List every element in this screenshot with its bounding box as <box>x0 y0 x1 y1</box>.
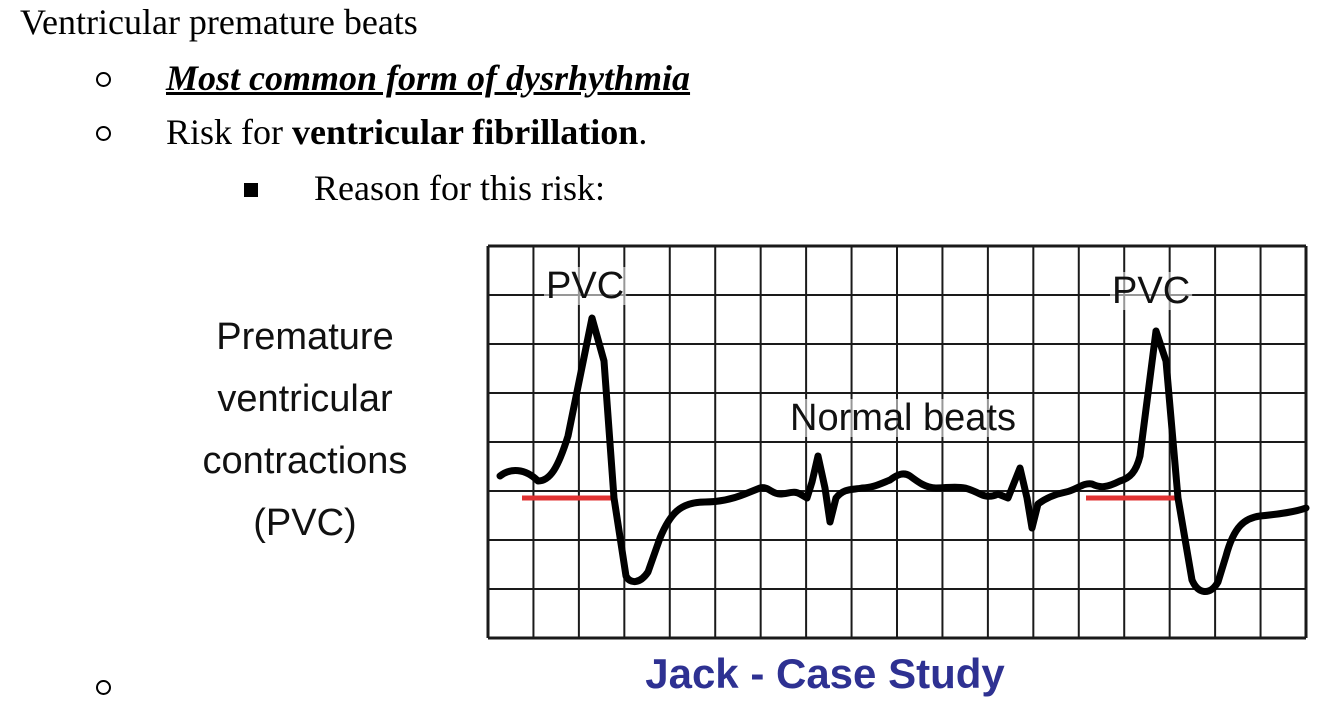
sub-bullet-item-reason: Reason for this risk: <box>244 168 744 208</box>
normal-beats-label: Normal beats <box>790 397 1016 439</box>
bullet-item-risk: Risk for ventricular fibrillation. <box>96 112 796 152</box>
risk-prefix: Risk for <box>166 112 292 152</box>
caption-line: Premature <box>216 316 394 358</box>
sub-bullet-text: Reason for this risk: <box>314 168 605 208</box>
caption-line: (PVC) <box>253 502 357 544</box>
case-study-title: Jack - Case Study <box>645 650 1005 697</box>
pvc-label-left: PVC <box>546 265 624 307</box>
bullet-text: Most common form of dysrhythmia <box>166 58 691 98</box>
hollow-bullet-icon <box>96 126 111 141</box>
caption-line: ventricular <box>217 378 393 420</box>
hollow-bullet-icon <box>96 72 111 87</box>
hollow-bullet-icon-empty <box>96 680 111 695</box>
bullet-text: Risk for ventricular fibrillation. <box>166 112 647 152</box>
risk-term: ventricular fibrillation <box>292 112 639 152</box>
square-bullet-icon <box>244 183 258 197</box>
risk-suffix: . <box>638 112 648 152</box>
ecg-strip: PVC Normal beats PVC <box>486 244 1310 640</box>
ecg-trace <box>496 314 1310 595</box>
label-backdrop <box>1110 272 1193 310</box>
pvc-label-right: PVC <box>1112 270 1190 312</box>
pvc-caption: Premature ventricular contractions (PVC) <box>160 306 450 554</box>
slide-heading: Ventricular premature beats <box>20 2 418 42</box>
bullet-item-common-form: Most common form of dysrhythmia <box>96 58 796 98</box>
caption-line: contractions <box>202 440 408 482</box>
label-backdrop <box>544 267 627 305</box>
label-backdrop <box>788 399 1018 437</box>
